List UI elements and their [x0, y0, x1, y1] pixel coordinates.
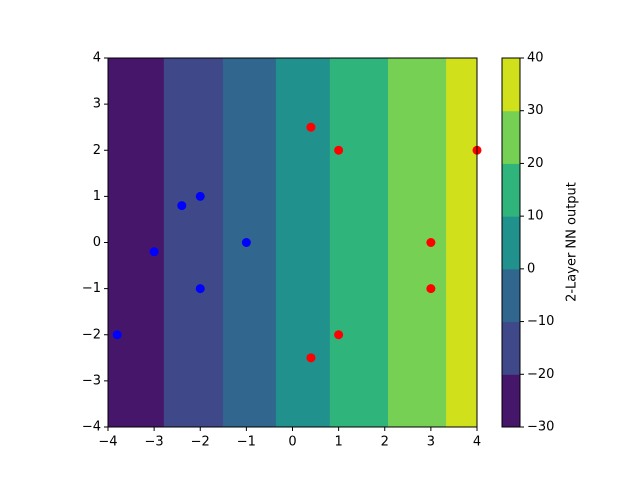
y-tick-label: −4 — [82, 420, 101, 435]
x-tick-label: 3 — [427, 435, 435, 450]
x-tick-label: 4 — [473, 435, 481, 450]
scatter-point — [426, 238, 436, 247]
colorbar-frame — [501, 57, 521, 428]
x-tick-label: −4 — [98, 435, 117, 450]
scatter-point — [306, 122, 316, 132]
scatter-point — [426, 284, 436, 294]
scatter-point — [149, 247, 159, 257]
colorbar-segment — [502, 216, 520, 270]
colorbar-segment — [502, 163, 520, 217]
x-tick-label: −2 — [191, 435, 210, 450]
y-tick-label: 2 — [93, 143, 101, 158]
contour-band — [446, 58, 478, 427]
contour-band — [387, 58, 447, 427]
scatter-point — [177, 201, 187, 211]
contour-band — [275, 58, 331, 427]
colorbar-tick-label: −20 — [527, 367, 554, 382]
x-tick-label: −1 — [237, 435, 256, 450]
scatter-point — [241, 238, 251, 247]
y-tick-label: −3 — [82, 373, 101, 388]
colorbar-tick-label: 30 — [527, 103, 544, 118]
x-tick-label: 0 — [288, 435, 296, 450]
colorbar-tick-label: −10 — [527, 314, 554, 329]
scatter-point — [334, 330, 344, 340]
y-tick-label: 4 — [93, 51, 101, 66]
y-tick-label: 1 — [93, 189, 101, 204]
colorbar-tick-label: 10 — [527, 209, 544, 224]
contour-band — [329, 58, 389, 427]
colorbar-tick-label: 40 — [527, 51, 544, 66]
colorbar-tick-label: 0 — [527, 261, 535, 276]
colorbar-label: 2-Layer NN output — [565, 182, 580, 302]
x-tick-label: −3 — [145, 435, 164, 450]
y-tick-label: −2 — [82, 327, 101, 342]
colorbar-segment — [502, 321, 520, 375]
x-tick-label: 1 — [334, 435, 342, 450]
colorbar-tick-label: −30 — [527, 420, 554, 435]
scatter-point — [195, 284, 205, 294]
y-tick-label: −1 — [82, 281, 101, 296]
colorbar-segment — [502, 268, 520, 323]
scatter-point — [195, 191, 205, 201]
colorbar-tick-label: 20 — [527, 156, 544, 171]
scatter-point — [112, 330, 122, 340]
colorbar-segment — [502, 374, 520, 428]
contour-band — [163, 58, 224, 427]
scatter-point — [306, 353, 316, 363]
contour-band — [108, 58, 165, 427]
y-tick-label: 3 — [93, 97, 101, 112]
colorbar-segment — [502, 110, 520, 164]
colorbar-segment — [502, 58, 520, 112]
x-tick-label: 2 — [381, 435, 389, 450]
y-tick-label: 0 — [93, 235, 101, 250]
scatter-point — [334, 145, 344, 155]
